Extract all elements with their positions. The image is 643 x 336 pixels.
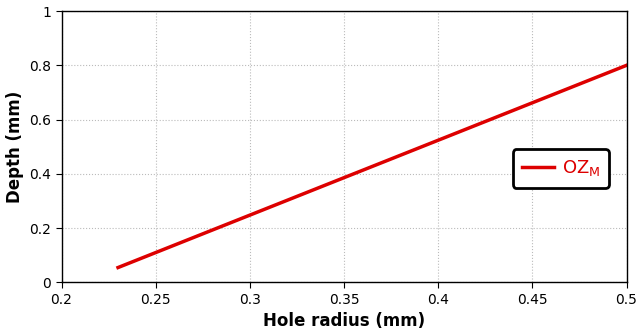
Y-axis label: Depth (mm): Depth (mm) [6,91,24,203]
X-axis label: Hole radius (mm): Hole radius (mm) [263,312,425,330]
Legend: OZ$_\mathsf{M}$: OZ$_\mathsf{M}$ [513,150,609,187]
